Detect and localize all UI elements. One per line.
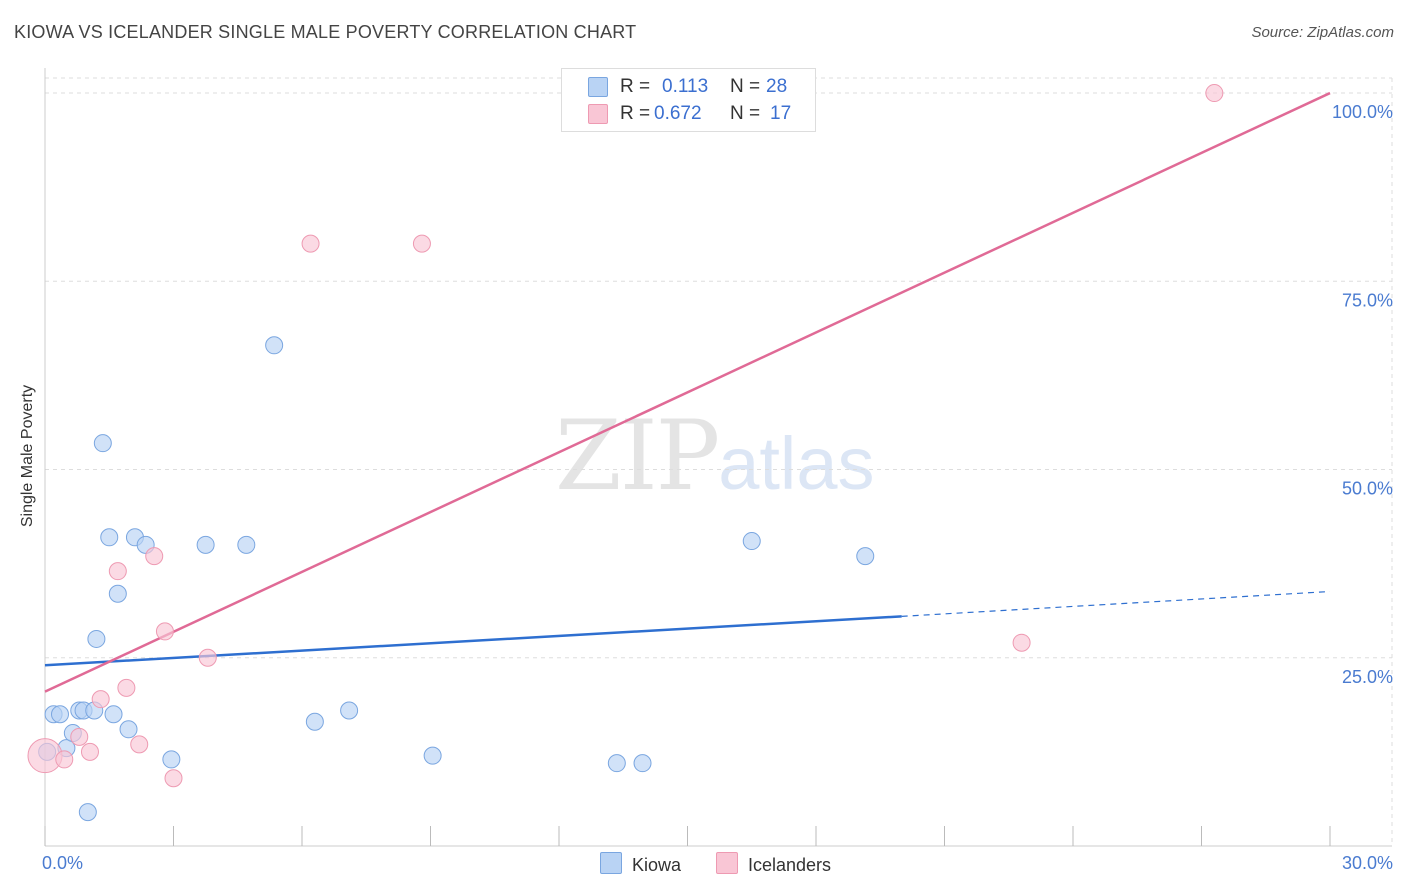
point-kiowa (104, 705, 123, 724)
point-kiowa (607, 754, 626, 773)
watermark-atlas: atlas (718, 422, 875, 505)
tick-label-layer: 25.0% 50.0% 75.0% 100.0% 0.0% 30.0% (42, 102, 1393, 873)
point-kiowa (265, 336, 284, 355)
y-axis-label: Single Male Poverty (19, 384, 36, 528)
watermark: ZIPatlas (555, 400, 875, 512)
point-icelanders (1012, 633, 1031, 652)
point-kiowa (340, 701, 359, 720)
trendline-kiowa (44, 615, 902, 667)
x-tick-label-min: 0.0% (42, 853, 83, 873)
bottom-legend-icelanders: Icelanders (716, 852, 831, 876)
point-icelanders (117, 678, 136, 697)
point-kiowa (856, 547, 875, 566)
point-kiowa (50, 705, 69, 724)
trendline-extension-kiowa (901, 590, 1331, 617)
point-kiowa (742, 532, 761, 551)
point-kiowa (162, 750, 181, 769)
y-tick-label: 25.0% (1342, 667, 1393, 687)
point-kiowa (119, 720, 138, 739)
trendline-icelanders (44, 91, 1331, 693)
legend-r-value-icelanders: 0.672 (654, 103, 702, 124)
bottom-legend-label-icelanders: Icelanders (748, 855, 832, 875)
axis-layer (44, 68, 1392, 847)
point-kiowa (423, 746, 442, 765)
legend-r-value-kiowa: 0.113 (662, 76, 709, 97)
point-icelanders (145, 547, 164, 566)
point-kiowa (237, 535, 256, 554)
point-icelanders (301, 234, 320, 253)
point-kiowa (100, 528, 119, 547)
legend-n-label: N = (730, 76, 761, 97)
correlation-legend: R = 0.113 N = 28 R = 0.672 N = 17 (561, 68, 816, 132)
legend-n-value-kiowa: 28 (766, 76, 788, 97)
point-icelanders (198, 648, 217, 667)
legend-swatch-kiowa (588, 77, 608, 97)
y-tick-label: 100.0% (1332, 102, 1393, 122)
x-tick-label-max: 30.0% (1342, 853, 1393, 873)
point-kiowa (633, 754, 652, 773)
point-kiowa (305, 712, 324, 731)
y-tick-label: 50.0% (1342, 479, 1393, 499)
watermark-zip: ZIP (555, 400, 720, 512)
point-kiowa (93, 434, 112, 453)
chart-title: KIOWA VS ICELANDER SINGLE MALE POVERTY C… (14, 22, 637, 42)
legend-n-value-icelanders: 17 (770, 103, 792, 124)
bottom-legend-kiowa: Kiowa (600, 852, 681, 876)
point-icelanders (70, 727, 89, 746)
legend-r-label: R = (620, 103, 651, 124)
points-layer (27, 84, 1224, 822)
bottom-legend-label-kiowa: Kiowa (632, 855, 682, 875)
point-icelanders (1205, 84, 1224, 103)
point-icelanders (91, 690, 110, 709)
y-tick-label: 75.0% (1342, 290, 1393, 310)
point-icelanders (412, 234, 431, 253)
trend-layer (44, 91, 1331, 693)
legend-n-label: N = (730, 103, 761, 124)
bottom-legend-swatch-icelanders (716, 852, 738, 874)
point-icelanders (55, 750, 74, 769)
point-icelanders (108, 562, 127, 581)
legend-swatch-icelanders (588, 104, 608, 124)
point-icelanders (130, 735, 149, 754)
legend-r-label: R = (620, 76, 651, 97)
point-kiowa (108, 584, 127, 603)
point-icelanders (80, 742, 99, 761)
point-icelanders (164, 769, 183, 788)
grid-layer (45, 77, 1393, 846)
point-kiowa (196, 535, 215, 554)
bottom-legend-swatch-kiowa (600, 852, 622, 874)
point-icelanders (155, 622, 174, 641)
point-kiowa (78, 803, 97, 822)
point-kiowa (87, 629, 106, 648)
source-label: Source: ZipAtlas.com (1251, 24, 1394, 41)
